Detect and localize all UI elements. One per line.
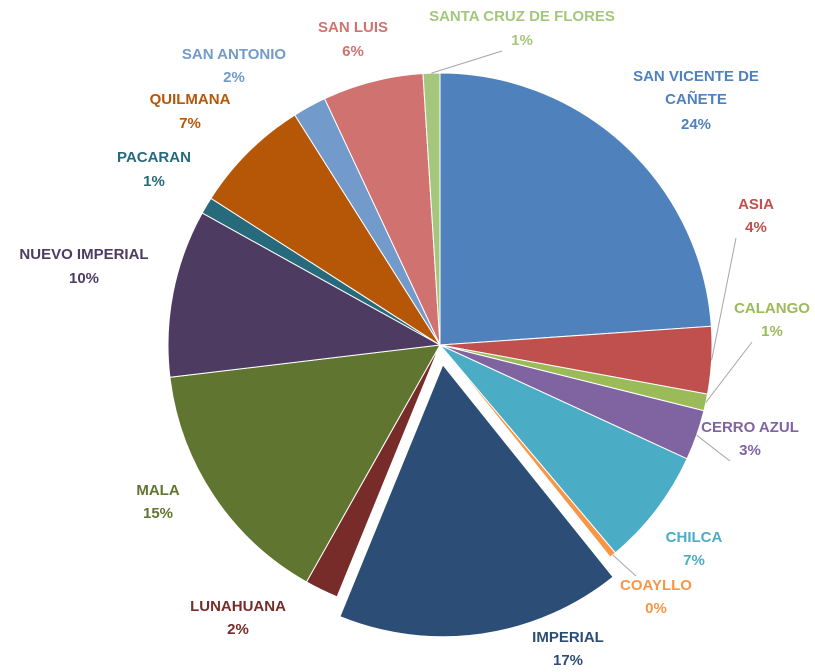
leader-line [705,341,753,403]
pie-slice [210,114,441,346]
value-label: 24% [681,116,711,133]
value-label: 2% [227,621,249,638]
value-label: 0% [645,600,667,617]
pie-slice [439,72,712,346]
value-label: 1% [511,32,533,49]
category-label: SAN VICENTE DE CAÑETE [633,68,759,108]
label-line: CAÑETE [665,90,727,108]
leader-line [431,50,503,74]
pie-slice [339,363,614,638]
leader-line [711,237,737,361]
value-label: 1% [143,173,165,190]
category-label: MALA [136,482,179,499]
pie-slice [439,344,688,554]
category-label: CERRO AZUL [701,419,799,436]
category-label: LUNAHUANA [190,598,286,615]
value-label: 15% [143,505,173,522]
pie-slice [169,344,441,583]
value-label: 3% [739,442,761,459]
value-label: 4% [745,219,767,236]
category-label: PACARAN [117,149,191,166]
category-label: QUILMANA [150,91,231,108]
category-label: SANTA CRUZ DE FLORES [429,8,615,25]
category-label: CALANGO [734,300,810,317]
category-label: IMPERIAL [532,629,604,646]
label-line: SAN VICENTE DE [633,68,759,85]
value-label: 17% [553,652,583,669]
category-label: ASIA [738,196,774,213]
category-label: SAN LUIS [318,19,388,36]
value-label: 10% [69,270,99,287]
value-label: 6% [342,43,364,60]
value-label: 1% [761,323,783,340]
category-label: CHILCA [666,529,723,546]
value-label: 2% [223,69,245,86]
leader-line [696,434,731,462]
value-label: 7% [179,115,201,132]
leader-line [612,554,637,577]
category-label: NUEVO IMPERIAL [19,246,148,263]
pie-slice [167,212,442,378]
category-label: COAYLLO [620,577,692,594]
value-label: 7% [683,552,705,569]
category-label: SAN ANTONIO [182,46,287,63]
